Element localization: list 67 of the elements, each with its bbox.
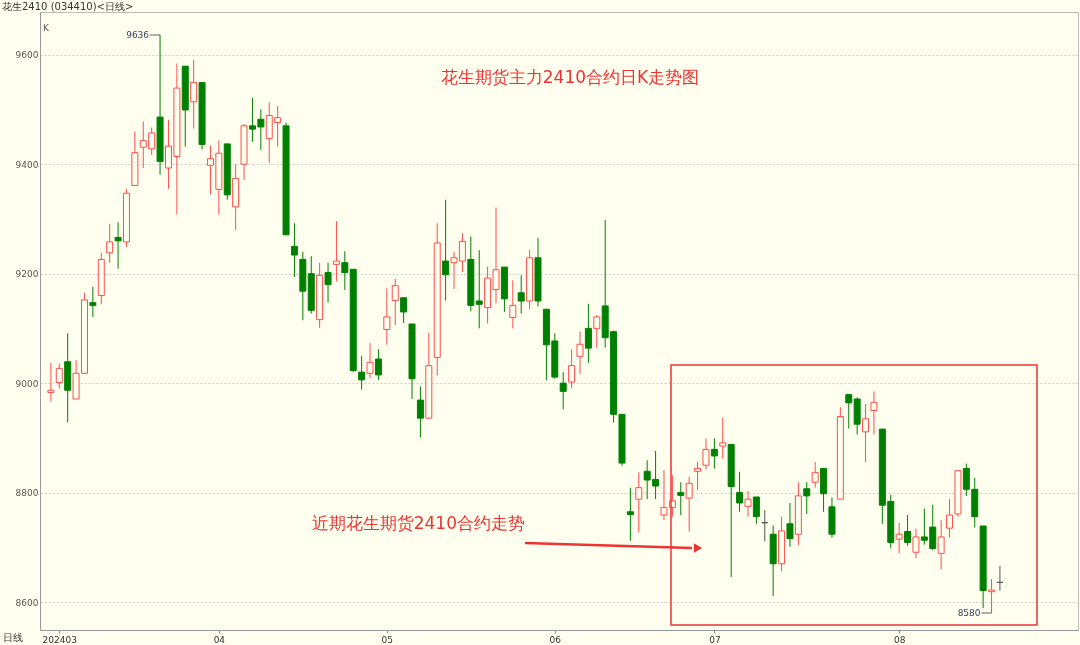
candlestick <box>803 481 811 515</box>
y-tick-label: 9600 <box>15 50 39 61</box>
candlestick <box>677 481 685 516</box>
candlestick <box>400 297 408 324</box>
candlestick <box>391 278 399 326</box>
candlestick <box>744 490 752 518</box>
candlestick <box>442 199 450 301</box>
y-tick-label: 9200 <box>15 269 39 280</box>
candlestick <box>332 220 340 282</box>
candlestick <box>593 314 601 349</box>
candlestick <box>870 390 878 436</box>
candlestick <box>862 403 870 463</box>
y-tick-label: 9000 <box>15 378 39 389</box>
candlestick <box>517 274 525 315</box>
x-tick-label: 04 <box>213 634 226 645</box>
x-tick-label: 08 <box>893 634 906 645</box>
candlestick <box>106 223 114 264</box>
annotation: 8580 <box>957 608 981 619</box>
candlestick <box>937 519 945 570</box>
annotation: K <box>43 23 50 33</box>
x-tick-label: 07 <box>709 634 721 645</box>
candlestick <box>811 461 819 489</box>
y-tick-label: 8600 <box>15 597 39 608</box>
x-tick-label: 202403 <box>42 634 77 645</box>
candlestick <box>383 287 391 346</box>
x-axis-title: 日线 <box>2 631 23 643</box>
candlestick <box>358 355 366 391</box>
annotation: 近期花生期货2410合约走势 <box>311 513 525 533</box>
candlestick <box>895 522 903 554</box>
candlestick <box>904 514 912 547</box>
candlestick <box>736 471 744 513</box>
candlestick <box>576 331 584 375</box>
candlestick <box>752 496 760 525</box>
candlestick <box>584 303 592 364</box>
candlestick <box>845 394 853 430</box>
candlestick <box>694 461 702 491</box>
annotation: 9636 <box>126 29 150 40</box>
candlestick <box>416 385 424 438</box>
candlestick <box>374 348 382 381</box>
candlestick <box>786 502 794 548</box>
x-tick-label: 05 <box>381 634 394 645</box>
candlestick <box>114 221 122 270</box>
text: 花生期货主力2410合约日K走势图 <box>440 67 700 87</box>
candlestick <box>89 286 97 318</box>
y-tick-label: 8800 <box>15 488 39 499</box>
candlestick <box>47 362 55 403</box>
x-tick-label: 06 <box>549 634 562 645</box>
candlestick <box>568 348 576 389</box>
candlestick <box>509 279 517 329</box>
candlestick <box>341 250 349 291</box>
candlestick <box>685 476 693 532</box>
candlestick <box>626 487 634 542</box>
candlestick <box>988 578 996 614</box>
candlestick <box>635 471 643 534</box>
candlestick <box>912 528 920 559</box>
candlestick <box>324 262 332 304</box>
candlestick <box>290 222 298 278</box>
y-tick-label: 9400 <box>15 159 39 170</box>
chart-subtitle: 花生2410 (034410)<日线> <box>2 1 134 12</box>
candlestick <box>190 59 198 130</box>
candlestick <box>366 342 374 379</box>
candlestick <box>702 437 710 471</box>
candlestick <box>719 417 727 460</box>
candlestick <box>710 437 718 470</box>
candlestick <box>559 371 567 410</box>
candlestick <box>475 249 483 329</box>
candlestick <box>55 362 63 390</box>
